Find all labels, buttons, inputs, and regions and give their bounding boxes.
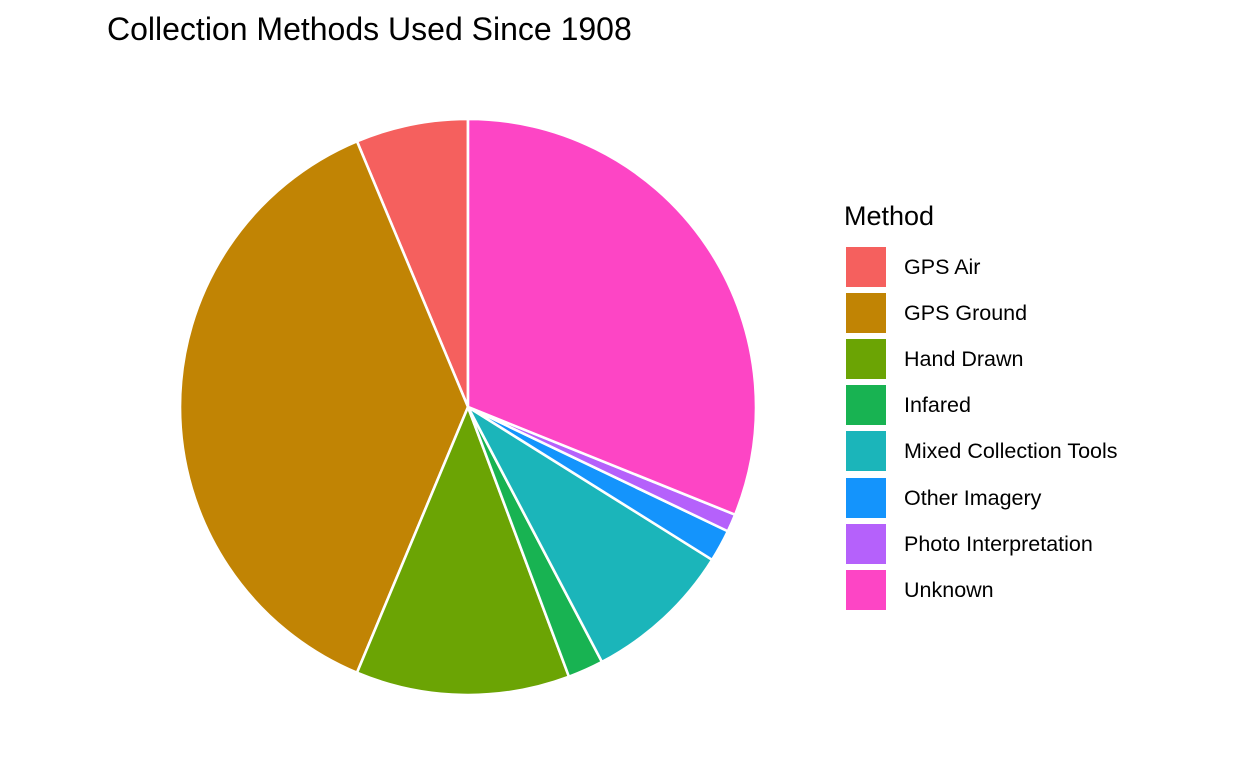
legend-title: Method: [844, 201, 935, 231]
legend-item-infared: Infared: [844, 382, 1118, 428]
legend-item-gps-ground: GPS Ground: [844, 290, 1118, 336]
legend-items: GPS Air GPS Ground Hand Drawn Infared Mixed …: [844, 244, 1118, 613]
legend-label-photo-interpretation: Photo Interpretation: [904, 531, 1093, 556]
legend-label-infared: Infared: [904, 393, 971, 418]
pie-slice-unknown: [466, 117, 758, 516]
pie-slices: [178, 117, 758, 697]
legend-key-gps-air: [846, 247, 886, 288]
legend-key-unknown: [846, 569, 886, 610]
pie-slice-gps-air: [355, 117, 470, 409]
legend-label-hand-drawn: Hand Drawn: [904, 347, 1024, 372]
legend-key-photo-interpretation: [846, 523, 886, 564]
legend-key-other-imagery: [846, 477, 886, 518]
chart-title: Collection Methods Used Since 1908: [107, 11, 632, 47]
legend-key-gps-ground: [846, 293, 886, 334]
legend-label-gps-air: GPS Air: [904, 255, 981, 280]
pie-slice-hand-drawn: [355, 405, 571, 697]
legend-label-other-imagery: Other Imagery: [904, 485, 1042, 510]
legend-key-hand-drawn: [846, 339, 886, 380]
legend-label-gps-ground: GPS Ground: [904, 301, 1028, 326]
legend-item-gps-air: GPS Air: [844, 244, 1118, 290]
pie-slice-mixed-collection-tools: [466, 405, 714, 664]
legend-label-unknown: Unknown: [904, 577, 994, 602]
legend-item-hand-drawn: Hand Drawn: [844, 336, 1118, 382]
legend-item-photo-interpretation: Photo Interpretation: [844, 521, 1118, 567]
legend-key-infared: [846, 385, 886, 426]
legend-item-unknown: Unknown: [844, 567, 1118, 613]
legend-key-mixed-collection-tools: [846, 431, 886, 472]
legend-item-other-imagery: Other Imagery: [844, 474, 1118, 520]
legend: Method GPS Air GPS Ground Hand Drawn Infare…: [844, 198, 1118, 613]
legend-label-mixed-collection-tools: Mixed Collection Tools: [904, 439, 1118, 464]
pie-slice-gps-ground: [178, 139, 470, 675]
legend-item-mixed-collection-tools: Mixed Collection Tools: [844, 428, 1118, 474]
